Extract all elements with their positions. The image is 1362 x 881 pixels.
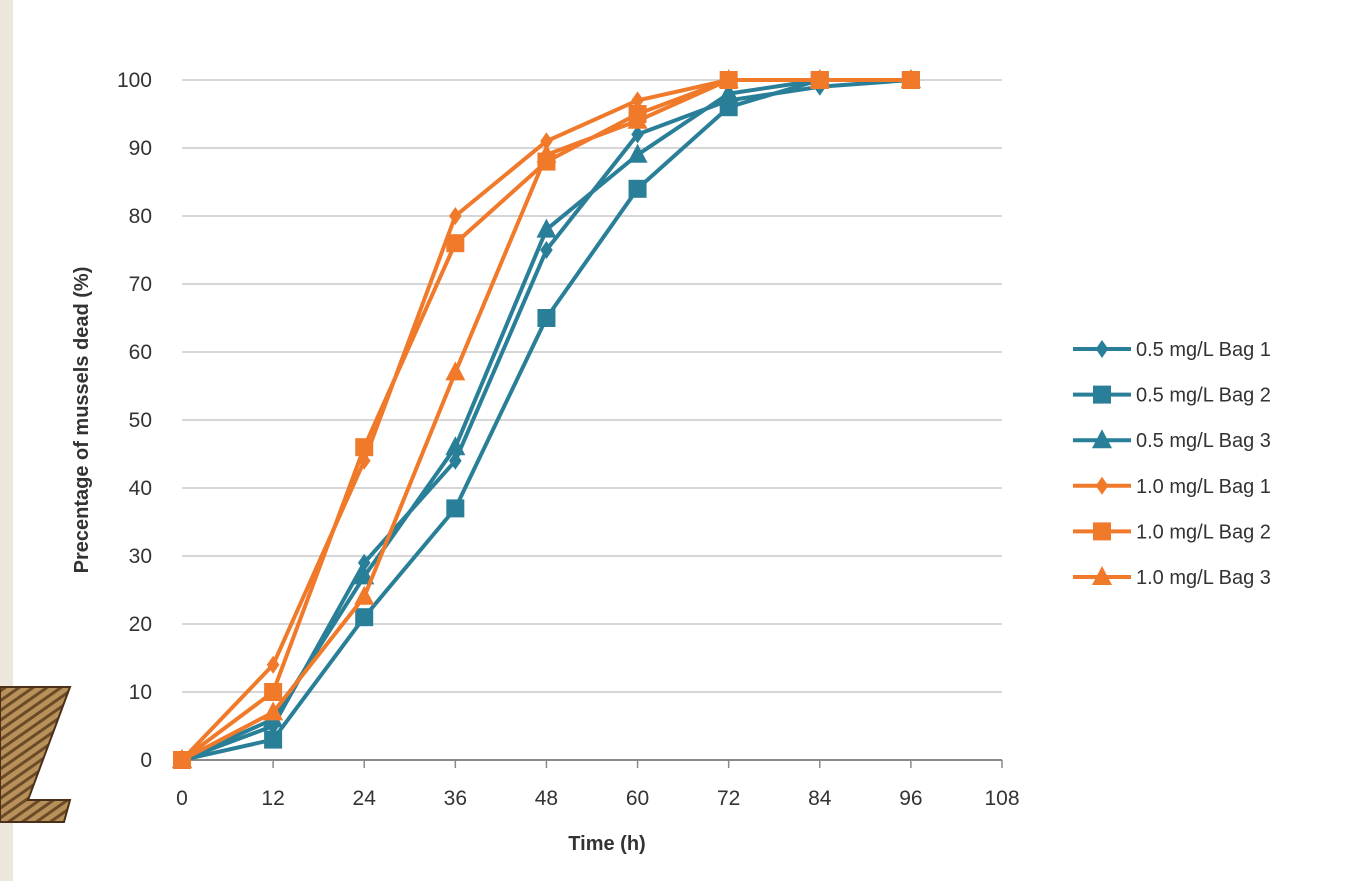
data-point bbox=[536, 218, 557, 238]
z-logo-icon bbox=[0, 686, 72, 823]
x-tick-label: 96 bbox=[899, 787, 922, 810]
data-point bbox=[357, 451, 371, 470]
data-point bbox=[631, 125, 644, 144]
legend-marker bbox=[1095, 340, 1109, 358]
data-point bbox=[172, 749, 192, 768]
x-tick-label: 60 bbox=[626, 787, 649, 810]
x-tick-label: 24 bbox=[353, 787, 377, 810]
y-tick-label: 50 bbox=[129, 409, 152, 432]
x-tick-label: 108 bbox=[984, 787, 1019, 810]
legend-label: 0.5 mg/L Bag 2 bbox=[1136, 385, 1271, 407]
legend-marker bbox=[1093, 522, 1111, 541]
x-tick-label: 72 bbox=[717, 787, 740, 810]
x-tick-label: 0 bbox=[176, 787, 188, 810]
data-point bbox=[445, 436, 466, 456]
x-tick-label: 36 bbox=[444, 787, 467, 810]
legend-label: 0.5 mg/L Bag 3 bbox=[1136, 430, 1271, 452]
x-tick-label: 48 bbox=[535, 787, 558, 810]
data-point bbox=[540, 241, 553, 259]
data-point bbox=[809, 69, 830, 88]
data-point bbox=[446, 234, 465, 253]
legend-item: 1.0 mg/L Bag 1 bbox=[1073, 476, 1271, 498]
legend-item: 1.0 mg/L Bag 2 bbox=[1073, 521, 1271, 543]
series-6 bbox=[172, 69, 921, 768]
y-tick-label: 0 bbox=[140, 749, 152, 772]
x-tick-label: 12 bbox=[261, 787, 284, 810]
data-point bbox=[266, 655, 280, 674]
grid-lines bbox=[182, 79, 1002, 761]
y-tick-label: 80 bbox=[129, 205, 152, 228]
x-axis-label: Time (h) bbox=[568, 833, 645, 855]
data-point bbox=[263, 701, 284, 721]
data-point bbox=[627, 143, 648, 163]
y-tick-label: 70 bbox=[129, 273, 152, 296]
x-axis-ticks: 0 12 24 36 48 60 72 84 96 108 bbox=[176, 760, 1020, 810]
data-point bbox=[449, 207, 462, 225]
data-point bbox=[900, 69, 921, 88]
data-point bbox=[445, 361, 466, 381]
data-point bbox=[264, 683, 283, 701]
data-point bbox=[355, 608, 374, 627]
legend-item: 0.5 mg/L Bag 1 bbox=[1073, 339, 1271, 361]
legend: 0.5 mg/L Bag 1 0.5 mg/L Bag 2 0.5 mg/L Bag… bbox=[1073, 339, 1271, 589]
legend-item: 0.5 mg/L Bag 2 bbox=[1073, 385, 1271, 407]
legend-item: 0.5 mg/L Bag 3 bbox=[1073, 429, 1271, 452]
legend-marker bbox=[1093, 385, 1111, 404]
data-point bbox=[718, 69, 739, 88]
y-tick-label: 30 bbox=[129, 545, 152, 568]
legend-label: 1.0 mg/L Bag 2 bbox=[1136, 521, 1271, 543]
y-tick-label: 100 bbox=[117, 69, 152, 92]
legend-label: 1.0 mg/L Bag 1 bbox=[1136, 476, 1271, 498]
legend-label: 1.0 mg/L Bag 3 bbox=[1136, 567, 1271, 589]
data-point bbox=[449, 451, 462, 470]
data-point bbox=[357, 553, 371, 572]
y-tick-label: 60 bbox=[129, 341, 152, 364]
data-point bbox=[627, 109, 648, 129]
data-point bbox=[628, 179, 647, 198]
legend-marker bbox=[1092, 566, 1112, 585]
y-tick-label: 90 bbox=[129, 137, 152, 160]
data-point bbox=[631, 91, 644, 110]
data-point bbox=[540, 132, 553, 151]
legend-label: 0.5 mg/L Bag 1 bbox=[1136, 339, 1271, 361]
data-point bbox=[354, 585, 375, 605]
data-point bbox=[446, 499, 465, 518]
y-axis-label: Precentage of mussels dead (%) bbox=[71, 267, 93, 574]
y-axis-ticks: 0 10 20 30 40 50 60 70 80 90 100 bbox=[117, 69, 152, 772]
legend-marker bbox=[1095, 476, 1109, 495]
y-tick-label: 10 bbox=[129, 681, 152, 704]
data-point bbox=[536, 143, 557, 163]
data-point bbox=[355, 438, 374, 457]
data-point bbox=[719, 98, 738, 117]
data-point bbox=[537, 309, 556, 327]
legend-item: 1.0 mg/L Bag 3 bbox=[1073, 566, 1271, 589]
series-group bbox=[172, 69, 921, 769]
y-tick-label: 40 bbox=[129, 477, 152, 500]
legend-marker bbox=[1092, 429, 1112, 449]
data-point bbox=[264, 730, 283, 749]
data-point bbox=[718, 82, 739, 102]
y-tick-label: 20 bbox=[129, 613, 152, 636]
x-tick-label: 84 bbox=[808, 787, 832, 810]
